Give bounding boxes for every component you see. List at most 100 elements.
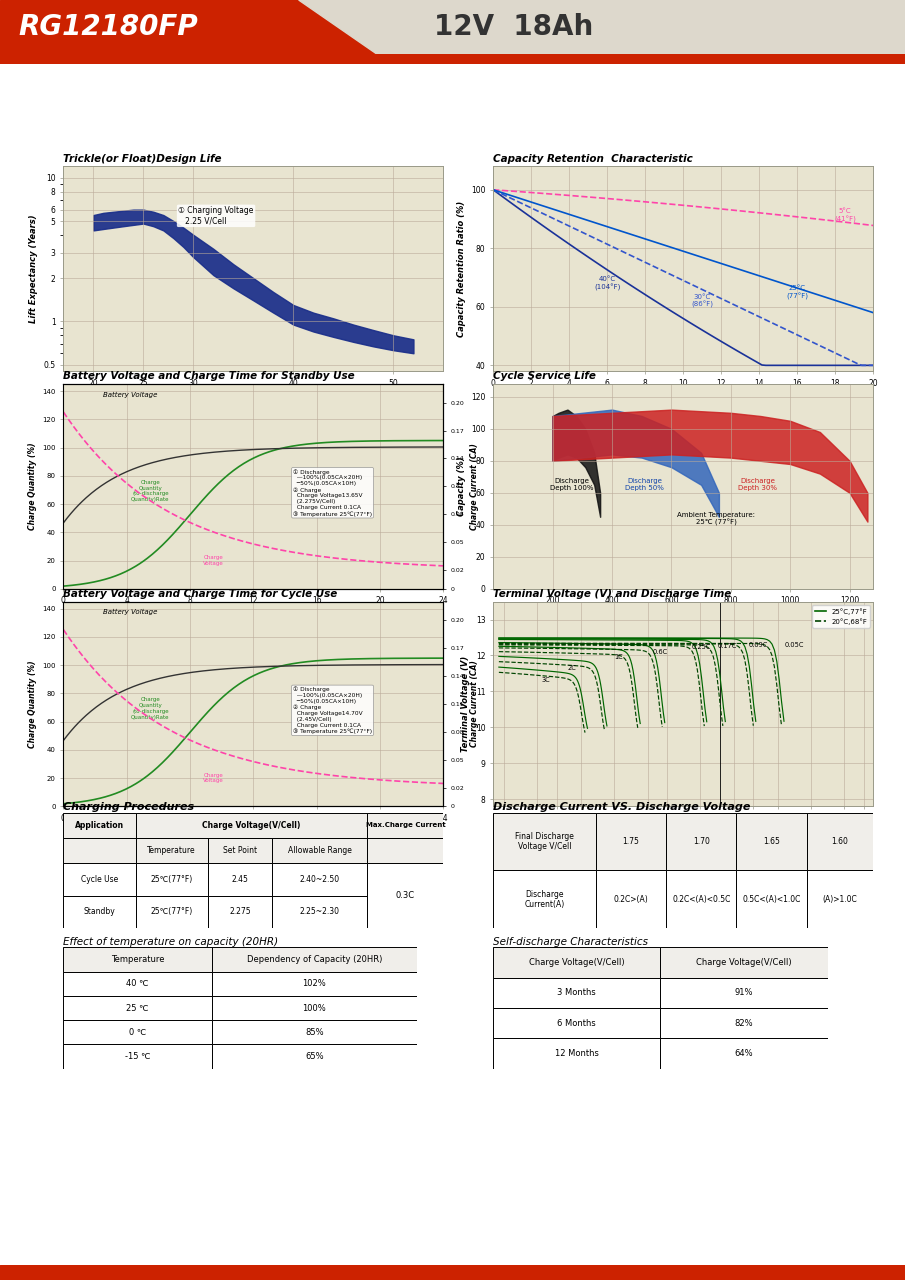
Text: 0.17C: 0.17C	[717, 643, 737, 649]
X-axis label: Charge Time (H): Charge Time (H)	[212, 611, 295, 620]
Text: 3 Months: 3 Months	[557, 988, 596, 997]
Text: 1.65: 1.65	[763, 837, 780, 846]
Text: 0.6C: 0.6C	[653, 649, 668, 655]
Bar	[208, 864, 272, 896]
Text: Final Discharge
Voltage V/Cell: Final Discharge Voltage V/Cell	[515, 832, 574, 851]
Bar	[136, 813, 367, 838]
Bar	[212, 1044, 417, 1069]
Text: (A)>1.0C: (A)>1.0C	[823, 895, 857, 904]
Text: 0.25C: 0.25C	[691, 644, 711, 650]
Text: Application: Application	[75, 820, 124, 829]
Text: 0.2C<(A)<0.5C: 0.2C<(A)<0.5C	[672, 895, 730, 904]
Bar	[136, 838, 208, 864]
Bar	[595, 870, 666, 928]
X-axis label: Charge Time (H): Charge Time (H)	[212, 828, 295, 837]
X-axis label: Number of Cycles (Times): Number of Cycles (Times)	[618, 611, 748, 620]
Bar	[661, 1009, 828, 1038]
Text: Battery Voltage: Battery Voltage	[103, 392, 157, 398]
Text: 1.60: 1.60	[832, 837, 849, 846]
Text: 40°C
(104°F): 40°C (104°F)	[594, 276, 621, 291]
Text: 40 ℃: 40 ℃	[127, 979, 148, 988]
Bar	[63, 864, 136, 896]
Text: 12V  18Ah: 12V 18Ah	[434, 13, 594, 41]
Text: 0.05C: 0.05C	[786, 643, 805, 648]
Text: Charge Voltage(V/Cell): Charge Voltage(V/Cell)	[529, 957, 624, 966]
Y-axis label: Terminal Voltage (V): Terminal Voltage (V)	[462, 655, 471, 753]
Text: Battery Voltage: Battery Voltage	[103, 609, 157, 616]
Bar	[493, 813, 595, 870]
Bar	[136, 896, 208, 928]
Text: Cycle Service Life: Cycle Service Life	[493, 371, 596, 381]
Bar	[666, 813, 737, 870]
Bar	[737, 813, 807, 870]
Text: Temperature: Temperature	[148, 846, 196, 855]
Text: 1.70: 1.70	[693, 837, 710, 846]
Bar	[272, 896, 367, 928]
Text: Charge
Quantity
(to-discharge
Quantity)Rate: Charge Quantity (to-discharge Quantity)R…	[131, 698, 170, 719]
Text: 2.25~2.30: 2.25~2.30	[300, 908, 340, 916]
Text: Standby: Standby	[83, 908, 115, 916]
Text: Discharge
Depth 100%: Discharge Depth 100%	[550, 477, 594, 490]
Text: Battery Voltage and Charge Time for Cycle Use: Battery Voltage and Charge Time for Cycl…	[63, 589, 338, 599]
Bar	[208, 896, 272, 928]
Polygon shape	[0, 54, 905, 64]
Bar	[661, 1038, 828, 1069]
Bar	[63, 896, 136, 928]
Text: Trickle(or Float)Design Life: Trickle(or Float)Design Life	[63, 154, 222, 164]
Text: Charge
Quantity
(to-discharge
Quantity)Rate: Charge Quantity (to-discharge Quantity)R…	[131, 480, 170, 502]
Y-axis label: Capacity (%): Capacity (%)	[456, 457, 465, 516]
Text: 0.3C: 0.3C	[395, 891, 415, 900]
Text: 0 ℃: 0 ℃	[129, 1028, 147, 1037]
Text: Discharge
Current(A): Discharge Current(A)	[524, 890, 565, 909]
Bar	[661, 947, 828, 978]
Y-axis label: Lift Expectancy (Years): Lift Expectancy (Years)	[29, 215, 38, 323]
Y-axis label: Charge Current (CA): Charge Current (CA)	[471, 443, 480, 530]
Text: RG12180FP: RG12180FP	[18, 13, 198, 41]
Bar	[493, 1009, 661, 1038]
Text: 2.45: 2.45	[232, 876, 249, 884]
Text: 2.40~2.50: 2.40~2.50	[300, 876, 340, 884]
Text: 5°C
(41°F): 5°C (41°F)	[834, 209, 856, 223]
X-axis label: Discharge Time (Min): Discharge Time (Min)	[629, 826, 738, 835]
Text: 64%: 64%	[735, 1050, 753, 1059]
Bar	[63, 972, 212, 996]
Text: Max.Charge Current: Max.Charge Current	[366, 823, 445, 828]
Bar	[212, 1020, 417, 1044]
Text: Effect of temperature on capacity (20HR): Effect of temperature on capacity (20HR)	[63, 937, 279, 947]
X-axis label: Storage Period (Month): Storage Period (Month)	[624, 393, 743, 402]
Text: 0.2C>(A): 0.2C>(A)	[614, 895, 648, 904]
Legend: 25°C,77°F, 20°C,68°F: 25°C,77°F, 20°C,68°F	[813, 605, 870, 627]
Text: Ambient Temperature:
25℃ (77°F): Ambient Temperature: 25℃ (77°F)	[677, 512, 755, 526]
Y-axis label: Charge Quantity (%): Charge Quantity (%)	[28, 660, 37, 748]
Polygon shape	[0, 0, 905, 56]
Bar	[367, 838, 443, 864]
Text: 25 ℃: 25 ℃	[127, 1004, 148, 1012]
Bar	[595, 813, 666, 870]
Bar	[63, 947, 212, 972]
X-axis label: Temperature (℃): Temperature (℃)	[210, 393, 297, 402]
Bar	[63, 838, 136, 864]
Bar	[272, 864, 367, 896]
Text: 1.75: 1.75	[623, 837, 640, 846]
Bar	[666, 870, 737, 928]
Text: Self-discharge Characteristics: Self-discharge Characteristics	[493, 937, 648, 947]
Bar	[807, 870, 873, 928]
Text: Capacity Retention  Characteristic: Capacity Retention Characteristic	[493, 154, 693, 164]
Text: 65%: 65%	[305, 1052, 324, 1061]
Bar	[807, 813, 873, 870]
Text: 30°C
(86°F): 30°C (86°F)	[691, 294, 713, 308]
Text: Allowable Range: Allowable Range	[288, 846, 352, 855]
Text: -15 ℃: -15 ℃	[125, 1052, 150, 1061]
Bar	[272, 838, 367, 864]
Text: ① Charging Voltage
   2.25 V/Cell: ① Charging Voltage 2.25 V/Cell	[178, 206, 253, 225]
Bar	[367, 813, 443, 838]
Text: 2C: 2C	[568, 666, 576, 671]
Bar	[63, 1020, 212, 1044]
Polygon shape	[299, 0, 905, 56]
Text: Charge
Voltage: Charge Voltage	[204, 773, 224, 783]
Bar	[136, 864, 208, 896]
Text: 6 Months: 6 Months	[557, 1019, 596, 1028]
Text: Charging Procedures: Charging Procedures	[63, 803, 195, 813]
Bar	[63, 1044, 212, 1069]
Bar	[63, 813, 136, 838]
